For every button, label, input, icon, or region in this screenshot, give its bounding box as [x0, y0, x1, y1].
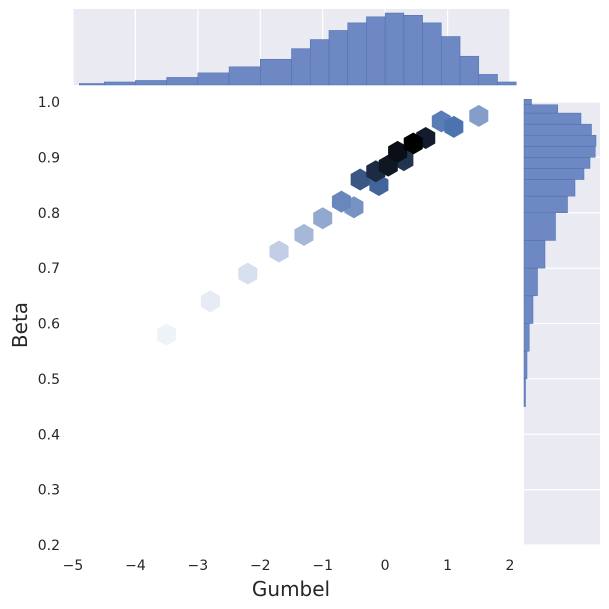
- marginal-x-bar: [197, 72, 230, 86]
- main-plot-panel: [73, 102, 510, 545]
- marginal-x-bar: [328, 30, 348, 86]
- marginal-x-bar: [366, 16, 386, 86]
- marginal-x-bar: [78, 83, 105, 86]
- marginal-y-bar: [523, 104, 558, 114]
- x-tick-labels: −5 −4 −3 −2 −1 0 1 2: [63, 558, 515, 574]
- marginal-y-bar: [523, 212, 556, 241]
- marginal-x-bar: [459, 55, 480, 86]
- y-tick-label: 0.3: [38, 483, 60, 499]
- marginal-x-histogram: [78, 12, 517, 86]
- hexbin-cell: [269, 240, 289, 263]
- marginal-y-bar: [523, 157, 591, 169]
- x-axis-label: Gumbel: [252, 577, 330, 601]
- hexbin-cell: [294, 223, 314, 246]
- marginal-y-bar: [523, 112, 582, 125]
- marginal-x-bar: [422, 22, 442, 86]
- hexbin-cell: [350, 168, 370, 191]
- y-tick-label: 1.0: [38, 95, 60, 111]
- marginal-x-bar: [103, 81, 136, 86]
- y-tick-label: 0.5: [38, 372, 60, 388]
- marginal-y-bar: [523, 134, 597, 147]
- marginal-y-bar: [523, 195, 568, 213]
- hexbin-cell: [444, 115, 464, 138]
- hexbin-layer: [157, 104, 489, 346]
- marginal-x-bar: [309, 39, 330, 86]
- hexbin-cell: [331, 190, 351, 213]
- x-tick-label: 2: [506, 558, 515, 574]
- hexbin-cell: [388, 140, 408, 163]
- hexbin-cell: [403, 132, 423, 155]
- marginal-x-bar: [135, 80, 167, 86]
- x-tick-label: 1: [443, 558, 452, 574]
- marginal-x-bar: [291, 48, 311, 86]
- x-tick-label: −4: [125, 558, 146, 574]
- marginal-y-bar: [523, 146, 596, 158]
- x-tick-label: −3: [188, 558, 209, 574]
- marginal-x-bar: [260, 58, 292, 86]
- hexbin-cell: [238, 262, 258, 285]
- y-tick-labels: 0.2 0.3 0.4 0.5 0.6 0.7 0.8 0.9 1.0: [38, 95, 60, 554]
- marginal-x-bar: [347, 22, 367, 86]
- hexbin-cell: [200, 290, 220, 313]
- y-tick-label: 0.7: [38, 261, 60, 277]
- marginal-y-bar: [523, 240, 546, 269]
- marginal-x-bar: [403, 15, 423, 86]
- marginal-y-bar: [523, 123, 592, 136]
- hexbin-cell: [469, 104, 489, 127]
- y-tick-label: 0.8: [38, 206, 60, 222]
- y-axis-label: Beta: [8, 302, 32, 348]
- marginal-y-bar: [523, 179, 576, 197]
- x-tick-label: −1: [312, 558, 333, 574]
- marginal-y-bar: [523, 295, 534, 324]
- x-tick-label: −2: [250, 558, 271, 574]
- y-tick-label: 0.6: [38, 317, 60, 333]
- marginal-y-bar: [523, 350, 528, 380]
- marginal-y-bar: [523, 378, 526, 407]
- marginal-x-bar: [384, 12, 405, 86]
- marginal-y-bar: [523, 267, 538, 297]
- x-tick-label: −5: [63, 558, 84, 574]
- marginal-x-bar: [497, 81, 517, 86]
- marginal-x-bar: [228, 66, 261, 86]
- hexbin-cell: [313, 207, 333, 230]
- y-tick-label: 0.2: [38, 538, 60, 554]
- marginal-x-bar: [441, 36, 461, 86]
- marginal-y-histogram: [523, 98, 597, 407]
- y-tick-label: 0.9: [38, 150, 60, 166]
- x-tick-label: 0: [381, 558, 390, 574]
- marginal-y-bar: [523, 323, 530, 352]
- marginal-y-bar: [523, 98, 532, 106]
- marginal-x-bar: [166, 77, 199, 86]
- y-tick-label: 0.4: [38, 427, 60, 443]
- hexbin-cell: [157, 323, 177, 346]
- marginal-x-bar: [478, 74, 498, 86]
- marginal-y-bar: [523, 168, 585, 180]
